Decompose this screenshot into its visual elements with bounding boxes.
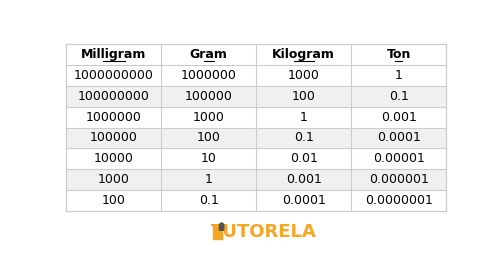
Bar: [66, 148, 446, 169]
Text: 1: 1: [205, 173, 212, 186]
Text: 100: 100: [292, 90, 316, 103]
Text: 100: 100: [102, 194, 126, 207]
Text: 0.0000001: 0.0000001: [364, 194, 432, 207]
Polygon shape: [220, 223, 224, 230]
Text: 1: 1: [300, 111, 308, 124]
Text: 1000000000: 1000000000: [74, 69, 154, 82]
Text: 1000: 1000: [98, 173, 130, 186]
Bar: [66, 190, 446, 211]
Text: 1000000: 1000000: [86, 111, 142, 124]
Bar: [66, 44, 446, 65]
Bar: [66, 44, 446, 211]
Text: 100000000: 100000000: [78, 90, 150, 103]
Text: Gram: Gram: [190, 48, 228, 61]
Text: Ton: Ton: [386, 48, 411, 61]
Text: 0.000001: 0.000001: [368, 173, 428, 186]
Text: 1: 1: [394, 69, 402, 82]
Bar: [66, 107, 446, 128]
Text: 100000: 100000: [90, 131, 138, 145]
Text: 0.00001: 0.00001: [372, 152, 424, 165]
Bar: [66, 128, 446, 148]
Polygon shape: [213, 227, 222, 239]
Text: 0.01: 0.01: [290, 152, 318, 165]
Text: 10: 10: [201, 152, 216, 165]
Text: 0.001: 0.001: [286, 173, 322, 186]
Text: 1000: 1000: [193, 111, 224, 124]
Text: 0.0001: 0.0001: [282, 194, 326, 207]
Text: 1000: 1000: [288, 69, 320, 82]
Text: 0.1: 0.1: [199, 194, 218, 207]
Text: 100000: 100000: [185, 90, 232, 103]
Text: TUTORELA: TUTORELA: [211, 224, 317, 241]
Bar: [66, 65, 446, 86]
Text: 0.001: 0.001: [380, 111, 416, 124]
Text: 1000000: 1000000: [181, 69, 236, 82]
Text: 10000: 10000: [94, 152, 134, 165]
Text: 0.0001: 0.0001: [376, 131, 420, 145]
Bar: [66, 86, 446, 107]
Text: 100: 100: [197, 131, 220, 145]
Text: Milligram: Milligram: [81, 48, 146, 61]
Text: 0.1: 0.1: [294, 131, 314, 145]
Bar: [66, 169, 446, 190]
Text: 0.1: 0.1: [388, 90, 408, 103]
Text: Kilogram: Kilogram: [272, 48, 335, 61]
